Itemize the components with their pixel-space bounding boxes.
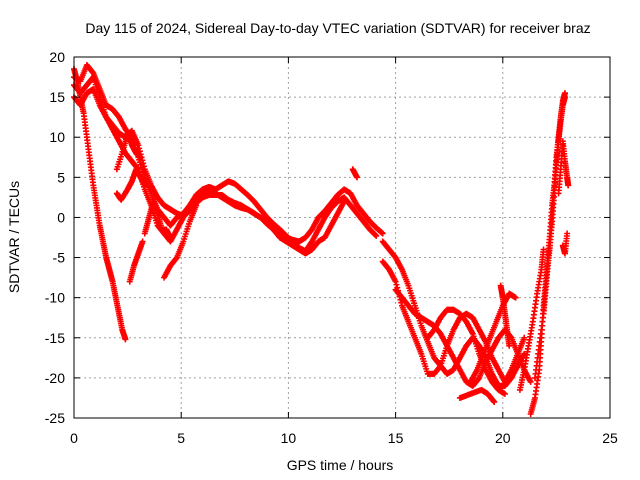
y-tick-label: 20 [49,49,65,65]
data-point [89,69,96,76]
data-point [139,238,146,245]
x-tick-label: 20 [495,430,511,446]
data-point [354,174,361,181]
x-tick-label: 10 [281,430,297,446]
data-point [139,157,146,164]
chart-title: Day 115 of 2024, Sidereal Day-to-day VTE… [85,20,590,36]
data-point [506,342,513,349]
series-track-k [379,258,528,385]
data-point [512,294,519,301]
data-point [540,246,547,253]
x-tick-label: 25 [602,430,618,446]
data-point [140,163,147,170]
x-tick-label: 15 [388,430,404,446]
data-point [372,232,379,239]
data-points [71,62,572,417]
data-point [521,334,528,341]
grid [74,57,610,418]
data-point [393,281,400,288]
data-point [379,230,386,237]
y-tick-label: -25 [45,410,65,426]
data-point [373,232,380,239]
y-tick-labels: -25 -20 -15 -10 -5 0 5 10 15 20 [45,49,65,426]
series-track-g [126,238,146,285]
y-tick-label: 10 [49,129,65,145]
series-track-t [531,94,568,381]
y-tick-label: -10 [45,290,65,306]
y-tick-label: -20 [45,370,65,386]
y-tick-label: -15 [45,330,65,346]
series-track-i [161,202,200,281]
y-tick-label: 0 [57,209,65,225]
series-track-h [141,198,174,241]
data-point [475,375,482,382]
data-point [141,182,148,189]
series-track-q [497,282,513,349]
series-track-j [349,166,361,181]
data-point [140,160,147,167]
x-axis-label: GPS time / hours [287,457,394,473]
data-point [137,154,144,161]
series-track-p [467,290,519,385]
y-axis-label: SDTVAR / TECUs [6,181,22,293]
x-tick-label: 5 [177,430,185,446]
series-track-a [71,66,129,343]
data-point [167,234,174,241]
series-track-e [113,166,148,203]
data-point [527,378,534,385]
plot-frame [73,56,611,419]
y-tick-label: -5 [53,250,66,266]
data-point [491,398,498,405]
y-tick-label: 15 [49,89,65,105]
data-point [392,278,399,285]
data-point [135,142,142,149]
series-track-u [555,138,572,197]
data-point [565,182,572,189]
y-tick-label: 5 [57,169,65,185]
data-point [122,336,129,343]
axis-ticks [73,56,611,419]
series-track-n [424,306,508,397]
series-track-r [516,246,547,393]
series-track-f [113,130,144,173]
data-point [490,397,497,404]
data-point [136,145,143,152]
data-point [173,255,180,262]
x-tick-labels: 0 5 10 15 20 25 [70,430,618,446]
series-track-o [456,386,498,405]
x-tick-label: 0 [70,430,78,446]
data-point [564,230,571,237]
series-track-v [559,230,571,257]
data-point [561,94,568,101]
data-point [341,198,348,205]
data-point [193,202,200,209]
data-point [501,390,508,397]
